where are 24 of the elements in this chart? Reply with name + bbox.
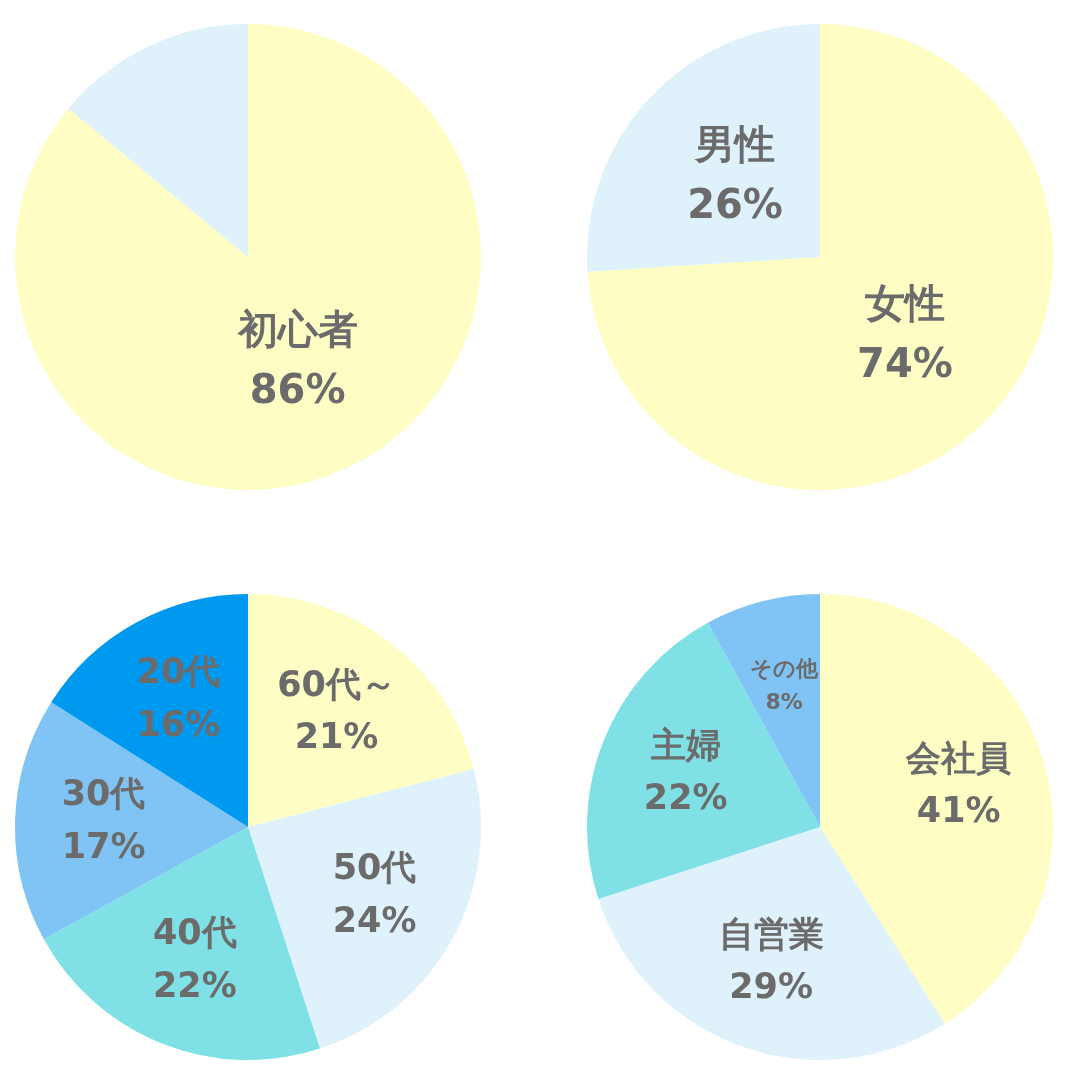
slice-label: 自営業: [718, 913, 824, 954]
data-label: 24%: [332, 899, 417, 940]
data-label: 41%: [916, 790, 1001, 831]
slice-label: 男性: [694, 120, 776, 167]
slice-label: 会社員: [905, 737, 1012, 778]
data-label: 8%: [765, 689, 803, 715]
data-label: 29%: [729, 966, 813, 1007]
slice-label: 初心者: [235, 305, 358, 352]
data-label: 74%: [857, 340, 953, 387]
data-label: 22%: [152, 964, 237, 1005]
data-label: 17%: [61, 825, 146, 866]
data-label: 22%: [643, 777, 728, 818]
slice-label: 女性: [864, 280, 945, 327]
slice-label: 60代～: [277, 663, 396, 704]
data-label: 86%: [249, 365, 346, 412]
data-label: 16%: [136, 703, 221, 744]
slice-label: その他: [750, 656, 820, 682]
data-label: 21%: [294, 716, 379, 757]
data-label: 26%: [687, 180, 783, 227]
slice-label: 主婦: [649, 724, 721, 765]
slice-label: 30代: [61, 773, 146, 814]
slice-label: 40代: [152, 912, 237, 953]
slice-label: 20代: [136, 651, 221, 692]
slice-label: 50代: [332, 847, 417, 888]
